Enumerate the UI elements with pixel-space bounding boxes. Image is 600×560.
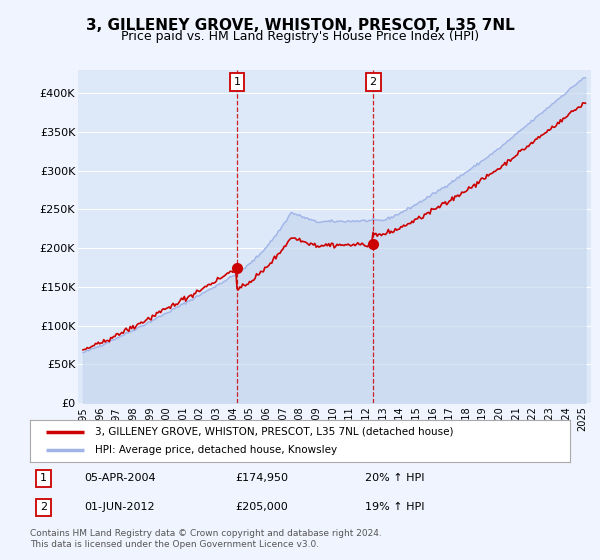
Text: HPI: Average price, detached house, Knowsley: HPI: Average price, detached house, Know… [95,445,337,455]
Text: Contains HM Land Registry data © Crown copyright and database right 2024.
This d: Contains HM Land Registry data © Crown c… [30,529,382,549]
Text: 2: 2 [40,502,47,512]
Text: 3, GILLENEY GROVE, WHISTON, PRESCOT, L35 7NL: 3, GILLENEY GROVE, WHISTON, PRESCOT, L35… [86,18,514,32]
Text: 05-APR-2004: 05-APR-2004 [84,473,155,483]
Text: 1: 1 [233,77,241,87]
Text: 19% ↑ HPI: 19% ↑ HPI [365,502,424,512]
Text: 3, GILLENEY GROVE, WHISTON, PRESCOT, L35 7NL (detached house): 3, GILLENEY GROVE, WHISTON, PRESCOT, L35… [95,427,454,437]
Text: 01-JUN-2012: 01-JUN-2012 [84,502,155,512]
Text: Price paid vs. HM Land Registry's House Price Index (HPI): Price paid vs. HM Land Registry's House … [121,30,479,43]
Text: 1: 1 [40,473,47,483]
Text: £205,000: £205,000 [235,502,288,512]
Text: 20% ↑ HPI: 20% ↑ HPI [365,473,424,483]
Text: 2: 2 [370,77,377,87]
Text: £174,950: £174,950 [235,473,288,483]
